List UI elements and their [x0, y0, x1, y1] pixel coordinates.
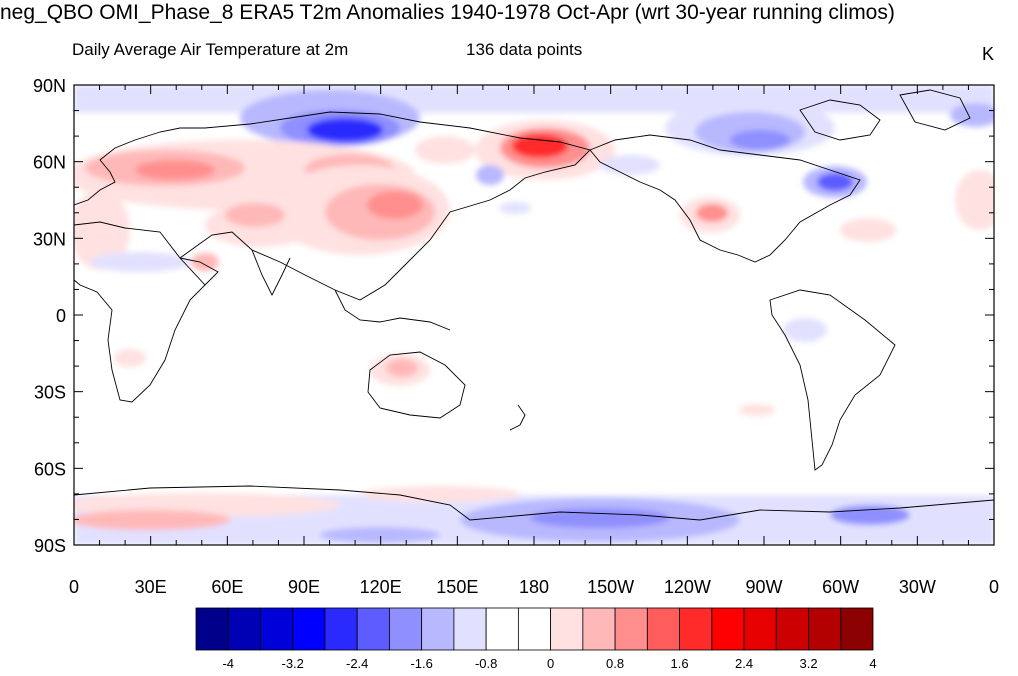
lon-tick-label: 90W	[745, 577, 782, 597]
lat-tick-label: 90S	[34, 536, 66, 556]
colorbar-label: 1.6	[671, 656, 689, 671]
colorbar-swatch	[711, 607, 745, 651]
anomaly-blob	[225, 203, 285, 227]
colorbar-swatch	[260, 607, 294, 651]
anomaly-blob	[90, 252, 190, 272]
colorbar-label: 4	[869, 656, 876, 671]
plot-title: neg_QBO OMI_Phase_8 ERA5 T2m Anomalies 1…	[0, 1, 895, 24]
lon-tick-label: 150W	[587, 577, 634, 597]
colorbar-swatch	[679, 607, 713, 651]
colorbar-swatch	[195, 607, 229, 651]
lon-tick-label: 0	[989, 577, 999, 597]
anomaly-blob	[830, 505, 910, 525]
lat-tick-label: 60N	[33, 153, 66, 173]
lat-tick-label: 30S	[34, 383, 66, 403]
anomaly-blob	[739, 404, 775, 416]
data-points-subtitle: 136 data points	[466, 40, 583, 59]
colorbar-swatch	[614, 607, 648, 651]
anomaly-blob	[696, 204, 728, 222]
colorbar-label: -0.8	[475, 656, 497, 671]
colorbar-label: 2.4	[735, 656, 753, 671]
lon-tick-label: 150E	[436, 577, 478, 597]
anomaly-blob	[783, 318, 827, 342]
lon-tick-label: 180	[519, 577, 549, 597]
anomaly-blob	[415, 136, 475, 164]
anomaly-blob	[840, 218, 896, 242]
colorbar-swatch	[292, 607, 326, 651]
lat-tick-label: 0	[56, 306, 66, 326]
anomaly-blob	[950, 103, 994, 127]
colorbar-label: -3.2	[282, 656, 304, 671]
colorbar-label: 0.8	[606, 656, 624, 671]
lon-tick-label: 60E	[211, 577, 243, 597]
colorbar-swatch	[840, 607, 874, 651]
anomaly-blob	[307, 118, 383, 142]
colorbar-label: 0	[547, 656, 554, 671]
lon-tick-label: 30W	[899, 577, 936, 597]
lat-tick-label: 30N	[33, 229, 66, 249]
lon-tick-label: 120W	[664, 577, 711, 597]
colorbar-swatch	[808, 607, 842, 651]
map-axes: 90N 60N 30N 0 30S 60S 90S 0 30E 60E 90E 120E 150E 180…	[33, 76, 999, 597]
colorbar-swatch	[646, 607, 680, 651]
anomaly-field	[74, 85, 994, 545]
colorbar-swatch	[743, 607, 777, 651]
units-label: K	[982, 44, 995, 64]
colorbar-swatch	[582, 607, 616, 651]
anomaly-blob	[320, 527, 440, 543]
anomaly-blob	[817, 173, 853, 191]
anomaly-blob	[955, 170, 994, 230]
lon-tick-label: 90E	[288, 577, 320, 597]
anomaly-blob	[74, 190, 130, 270]
colorbar-label: 3.2	[799, 656, 817, 671]
colorbar-swatch	[453, 607, 487, 651]
lat-tick-label: 90N	[33, 76, 66, 96]
anomaly-blob	[512, 134, 568, 158]
colorbar-swatch	[324, 607, 358, 651]
anomaly-blob	[74, 510, 230, 530]
anomaly-blob	[530, 508, 670, 528]
anomaly-blob	[367, 191, 423, 219]
colorbar-swatch	[356, 607, 390, 651]
colorbar-swatch	[517, 607, 552, 651]
colorbar: -4 -3.2 -2.4 -1.6 -0.8 0 0.8 1.6 2.4 3.2 4	[195, 607, 877, 671]
anomaly-blob	[360, 486, 520, 502]
colorbar-swatch	[485, 607, 519, 651]
anomaly-blob	[135, 160, 215, 180]
colorbar-label: -1.6	[410, 656, 432, 671]
anomaly-blob	[730, 130, 790, 150]
lat-tick-label: 60S	[34, 459, 66, 479]
colorbar-swatch	[227, 607, 261, 651]
anomaly-blob	[386, 359, 418, 377]
anomaly-blob	[476, 165, 504, 185]
anomaly-blob	[114, 349, 146, 367]
anomaly-blob	[600, 155, 660, 175]
lon-tick-label: 60W	[822, 577, 859, 597]
variable-subtitle: Daily Average Air Temperature at 2m	[72, 40, 349, 59]
coastlines	[74, 89, 994, 521]
lon-tick-label: 120E	[360, 577, 402, 597]
colorbar-label: -2.4	[346, 656, 368, 671]
colorbar-swatch	[550, 607, 584, 651]
colorbar-swatch	[775, 607, 809, 651]
anomaly-blob	[191, 253, 219, 271]
colorbar-swatch	[389, 607, 423, 651]
colorbar-label: -4	[222, 656, 234, 671]
lon-tick-label: 0	[69, 577, 79, 597]
colorbar-swatch	[421, 607, 455, 651]
lon-tick-label: 30E	[135, 577, 167, 597]
anomaly-blob	[499, 202, 531, 214]
